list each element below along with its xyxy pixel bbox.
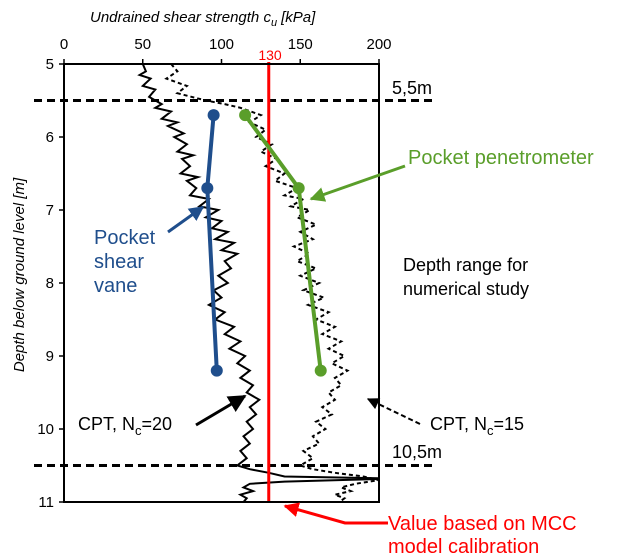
series-layer xyxy=(34,62,432,502)
pocket-shear-vane-point-2 xyxy=(210,364,223,377)
pocket-penetrometer-point-2 xyxy=(314,364,327,377)
axis-ticks: 0 50 100 150 200 5 6 7 8 9 10 11 xyxy=(37,36,391,511)
y-axis-title: Depth below ground level [m] xyxy=(11,177,28,372)
y-tick-label-9: 9 xyxy=(46,348,54,365)
mcc-line-2: model calibration xyxy=(388,536,539,557)
x-tick-label-100: 100 xyxy=(209,36,234,53)
shear-vane-line-1: Pocket xyxy=(94,227,156,249)
y-tick-label-8: 8 xyxy=(46,275,54,292)
x-tick-label-200: 200 xyxy=(366,36,391,53)
pocket-shear-vane-point-1 xyxy=(201,182,214,195)
depth-range-annotation: Depth range for numerical study xyxy=(403,255,529,299)
y-tick-label-6: 6 xyxy=(46,129,54,146)
cpt-nc15-label: CPT, Nc=15 xyxy=(430,414,524,438)
mcc-line-1: Value based on MCC xyxy=(388,513,577,535)
series-pocket-penetrometer xyxy=(243,113,323,371)
pocket-penetrometer-point-0 xyxy=(239,109,252,122)
y-tick-label-11: 11 xyxy=(38,494,54,511)
mcc-value-label: 130 xyxy=(258,47,282,63)
penetrometer-annotation: Pocket penetrometer xyxy=(408,147,594,169)
depth-range-line-2: numerical study xyxy=(403,279,529,299)
shear-vane-line-3: vane xyxy=(94,275,137,297)
shear-vane-line-2: shear xyxy=(94,251,144,273)
depth-range-line-1: Depth range for xyxy=(403,255,528,275)
y-tick-label-7: 7 xyxy=(46,202,54,219)
cpt-nc15-arrow xyxy=(366,398,421,425)
penetrometer-arrow xyxy=(309,164,406,202)
series-cpt-nc15 xyxy=(164,64,379,502)
shear-vane-annotation: Pocket shear vane xyxy=(94,227,156,297)
markers-layer xyxy=(201,109,327,377)
cpt-nc20-label: CPT, Nc=20 xyxy=(78,414,172,438)
pocket-shear-vane-point-0 xyxy=(207,109,220,122)
x-axis-title: Undrained shear strength cu [kPa] xyxy=(90,9,316,29)
x-tick-label-50: 50 xyxy=(134,36,151,53)
x-tick-label-150: 150 xyxy=(288,36,313,53)
depth-label-top: 5,5m xyxy=(392,78,432,98)
plot-frame xyxy=(63,63,380,503)
shear-vane-arrow xyxy=(167,205,205,234)
mcc-annotation: Value based on MCC model calibration xyxy=(388,513,577,557)
series-pocket-shear-vane xyxy=(205,114,219,371)
pocket-penetrometer-point-1 xyxy=(292,182,305,195)
mcc-arrow xyxy=(283,502,388,525)
x-tick-label-0: 0 xyxy=(60,36,68,53)
y-tick-label-5: 5 xyxy=(46,56,54,73)
series-cpt-nc20 xyxy=(137,64,379,502)
depth-label-bottom: 10,5m xyxy=(392,442,442,462)
cpt-nc20-arrow xyxy=(195,394,247,427)
y-tick-label-10: 10 xyxy=(37,421,54,438)
